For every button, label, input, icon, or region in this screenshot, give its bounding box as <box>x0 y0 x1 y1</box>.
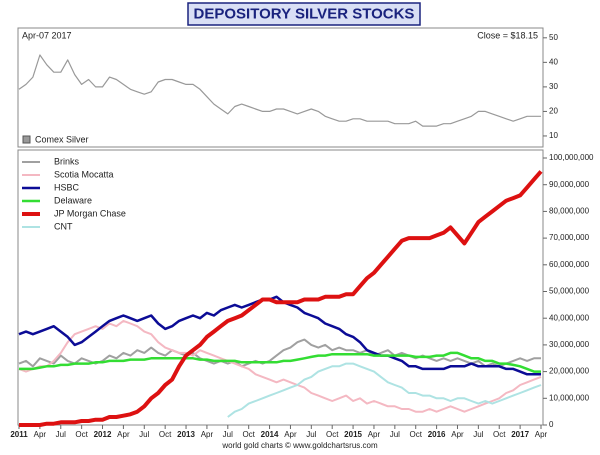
x-tick-label: Jul <box>223 430 233 439</box>
x-tick-label: Jul <box>473 430 483 439</box>
x-tick-label: Oct <box>493 430 506 439</box>
x-tick-label: Apr <box>117 430 130 439</box>
y-tick-label: 100,000,000 <box>549 153 594 162</box>
x-tick-label: Oct <box>159 430 172 439</box>
x-tick-label: Apr <box>535 430 548 439</box>
y-tick-label: 90,000,000 <box>549 180 590 189</box>
y-tick-label: 50 <box>549 33 558 42</box>
panel-frame <box>17 27 544 148</box>
y-tick-label: 50,000,000 <box>549 287 590 296</box>
x-tick-label: Oct <box>409 430 422 439</box>
x-tick-label: Apr <box>284 430 297 439</box>
series-line <box>227 362 542 418</box>
series-line <box>19 351 541 373</box>
legend-label: Brinks <box>54 156 80 166</box>
x-tick-label: Jul <box>56 430 66 439</box>
series-line <box>18 295 541 376</box>
x-tick-label: Apr <box>34 430 47 439</box>
x-tick-label: Jul <box>139 430 149 439</box>
y-tick-label: 20 <box>549 107 558 116</box>
x-tick-label: 2012 <box>94 430 112 439</box>
y-tick-label: 60,000,000 <box>549 260 590 269</box>
legend-label: Delaware <box>54 195 92 205</box>
x-tick-label: 2014 <box>261 430 279 439</box>
y-tick-label: 40 <box>549 57 558 66</box>
legend-label: CNT <box>54 221 73 231</box>
series-line <box>19 170 543 427</box>
panel-frame <box>17 149 544 426</box>
legend-swatch <box>22 135 31 144</box>
date-label: Apr-07 2017 <box>22 30 72 40</box>
x-tick-label: Jul <box>306 430 316 439</box>
x-tick-label: Apr <box>201 430 214 439</box>
x-tick-label: Oct <box>326 430 339 439</box>
y-tick-label: 70,000,000 <box>549 233 590 242</box>
series-line <box>18 54 541 127</box>
chart-title: DEPOSITORY SILVER STOCKS <box>194 5 415 22</box>
x-tick-label: 2011 <box>10 430 28 439</box>
x-tick-label: Apr <box>451 430 464 439</box>
y-tick-label: 10,000,000 <box>549 393 590 402</box>
x-tick-label: Jul <box>390 430 400 439</box>
x-tick-label: Apr <box>368 430 381 439</box>
series-line <box>18 338 541 368</box>
legend-label: Scotia Mocatta <box>54 169 114 179</box>
y-tick-label: 30 <box>549 82 558 91</box>
legend-label: HSBC <box>54 182 80 192</box>
close-label: Close = $18.15 <box>477 30 538 40</box>
y-tick-label: 0 <box>549 420 554 429</box>
x-tick-label: 2015 <box>344 430 362 439</box>
footer: world gold charts © www.goldchartsrus.co… <box>221 441 378 450</box>
y-tick-label: 20,000,000 <box>549 367 590 376</box>
y-tick-label: 30,000,000 <box>549 340 590 349</box>
y-tick-label: 80,000,000 <box>549 207 590 216</box>
x-tick-label: 2017 <box>511 430 529 439</box>
x-tick-label: 2016 <box>428 430 446 439</box>
x-tick-label: 2013 <box>177 430 195 439</box>
legend-label: Comex Silver <box>35 134 89 144</box>
y-tick-label: 40,000,000 <box>549 313 590 322</box>
series-line <box>18 319 542 413</box>
title-box <box>187 2 421 26</box>
x-tick-label: Oct <box>242 430 255 439</box>
legend-label: JP Morgan Chase <box>54 208 126 218</box>
y-tick-label: 10 <box>549 131 558 140</box>
x-tick-label: Oct <box>75 430 88 439</box>
